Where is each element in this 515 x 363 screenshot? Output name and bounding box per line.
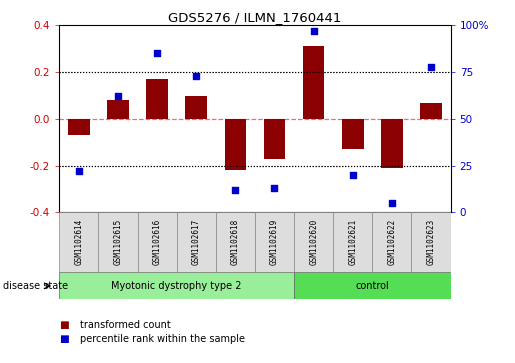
Text: GSM1102623: GSM1102623 xyxy=(426,219,436,265)
Point xyxy=(349,172,357,178)
Text: GSM1102614: GSM1102614 xyxy=(74,219,83,265)
Text: GSM1102615: GSM1102615 xyxy=(113,219,123,265)
Text: GSM1102621: GSM1102621 xyxy=(348,219,357,265)
Bar xyxy=(420,102,442,119)
Text: ■: ■ xyxy=(59,320,69,330)
Bar xyxy=(177,212,216,272)
Text: GSM1102618: GSM1102618 xyxy=(231,219,240,265)
Point xyxy=(310,28,318,34)
Bar xyxy=(138,212,177,272)
Bar xyxy=(342,119,364,149)
Point xyxy=(231,187,239,193)
Point xyxy=(75,168,83,174)
Text: GSM1102616: GSM1102616 xyxy=(152,219,162,265)
Bar xyxy=(294,212,333,272)
Bar xyxy=(255,212,294,272)
Bar xyxy=(225,119,246,170)
Bar xyxy=(107,100,129,119)
Bar xyxy=(146,79,168,119)
Text: ■: ■ xyxy=(59,334,69,344)
Bar xyxy=(59,212,98,272)
Text: percentile rank within the sample: percentile rank within the sample xyxy=(80,334,245,344)
Bar xyxy=(216,212,255,272)
Bar xyxy=(303,46,324,119)
Bar xyxy=(68,119,90,135)
Text: Myotonic dystrophy type 2: Myotonic dystrophy type 2 xyxy=(111,281,242,291)
Bar xyxy=(333,212,372,272)
Point xyxy=(114,94,122,99)
Text: disease state: disease state xyxy=(3,281,67,291)
Text: control: control xyxy=(355,281,389,291)
Text: transformed count: transformed count xyxy=(80,320,170,330)
Point xyxy=(427,64,435,69)
Bar xyxy=(372,212,411,272)
Bar xyxy=(185,95,207,119)
Point xyxy=(270,185,279,191)
Text: GSM1102620: GSM1102620 xyxy=(309,219,318,265)
Bar xyxy=(264,119,285,159)
Title: GDS5276 / ILMN_1760441: GDS5276 / ILMN_1760441 xyxy=(168,11,341,24)
Bar xyxy=(381,119,403,168)
Text: GSM1102619: GSM1102619 xyxy=(270,219,279,265)
Point xyxy=(388,200,396,206)
Point xyxy=(192,73,200,79)
Text: GSM1102622: GSM1102622 xyxy=(387,219,397,265)
Bar xyxy=(294,272,451,299)
Text: GSM1102617: GSM1102617 xyxy=(192,219,201,265)
Point xyxy=(153,50,161,56)
Bar xyxy=(98,212,138,272)
Bar xyxy=(59,272,294,299)
Bar xyxy=(411,212,451,272)
